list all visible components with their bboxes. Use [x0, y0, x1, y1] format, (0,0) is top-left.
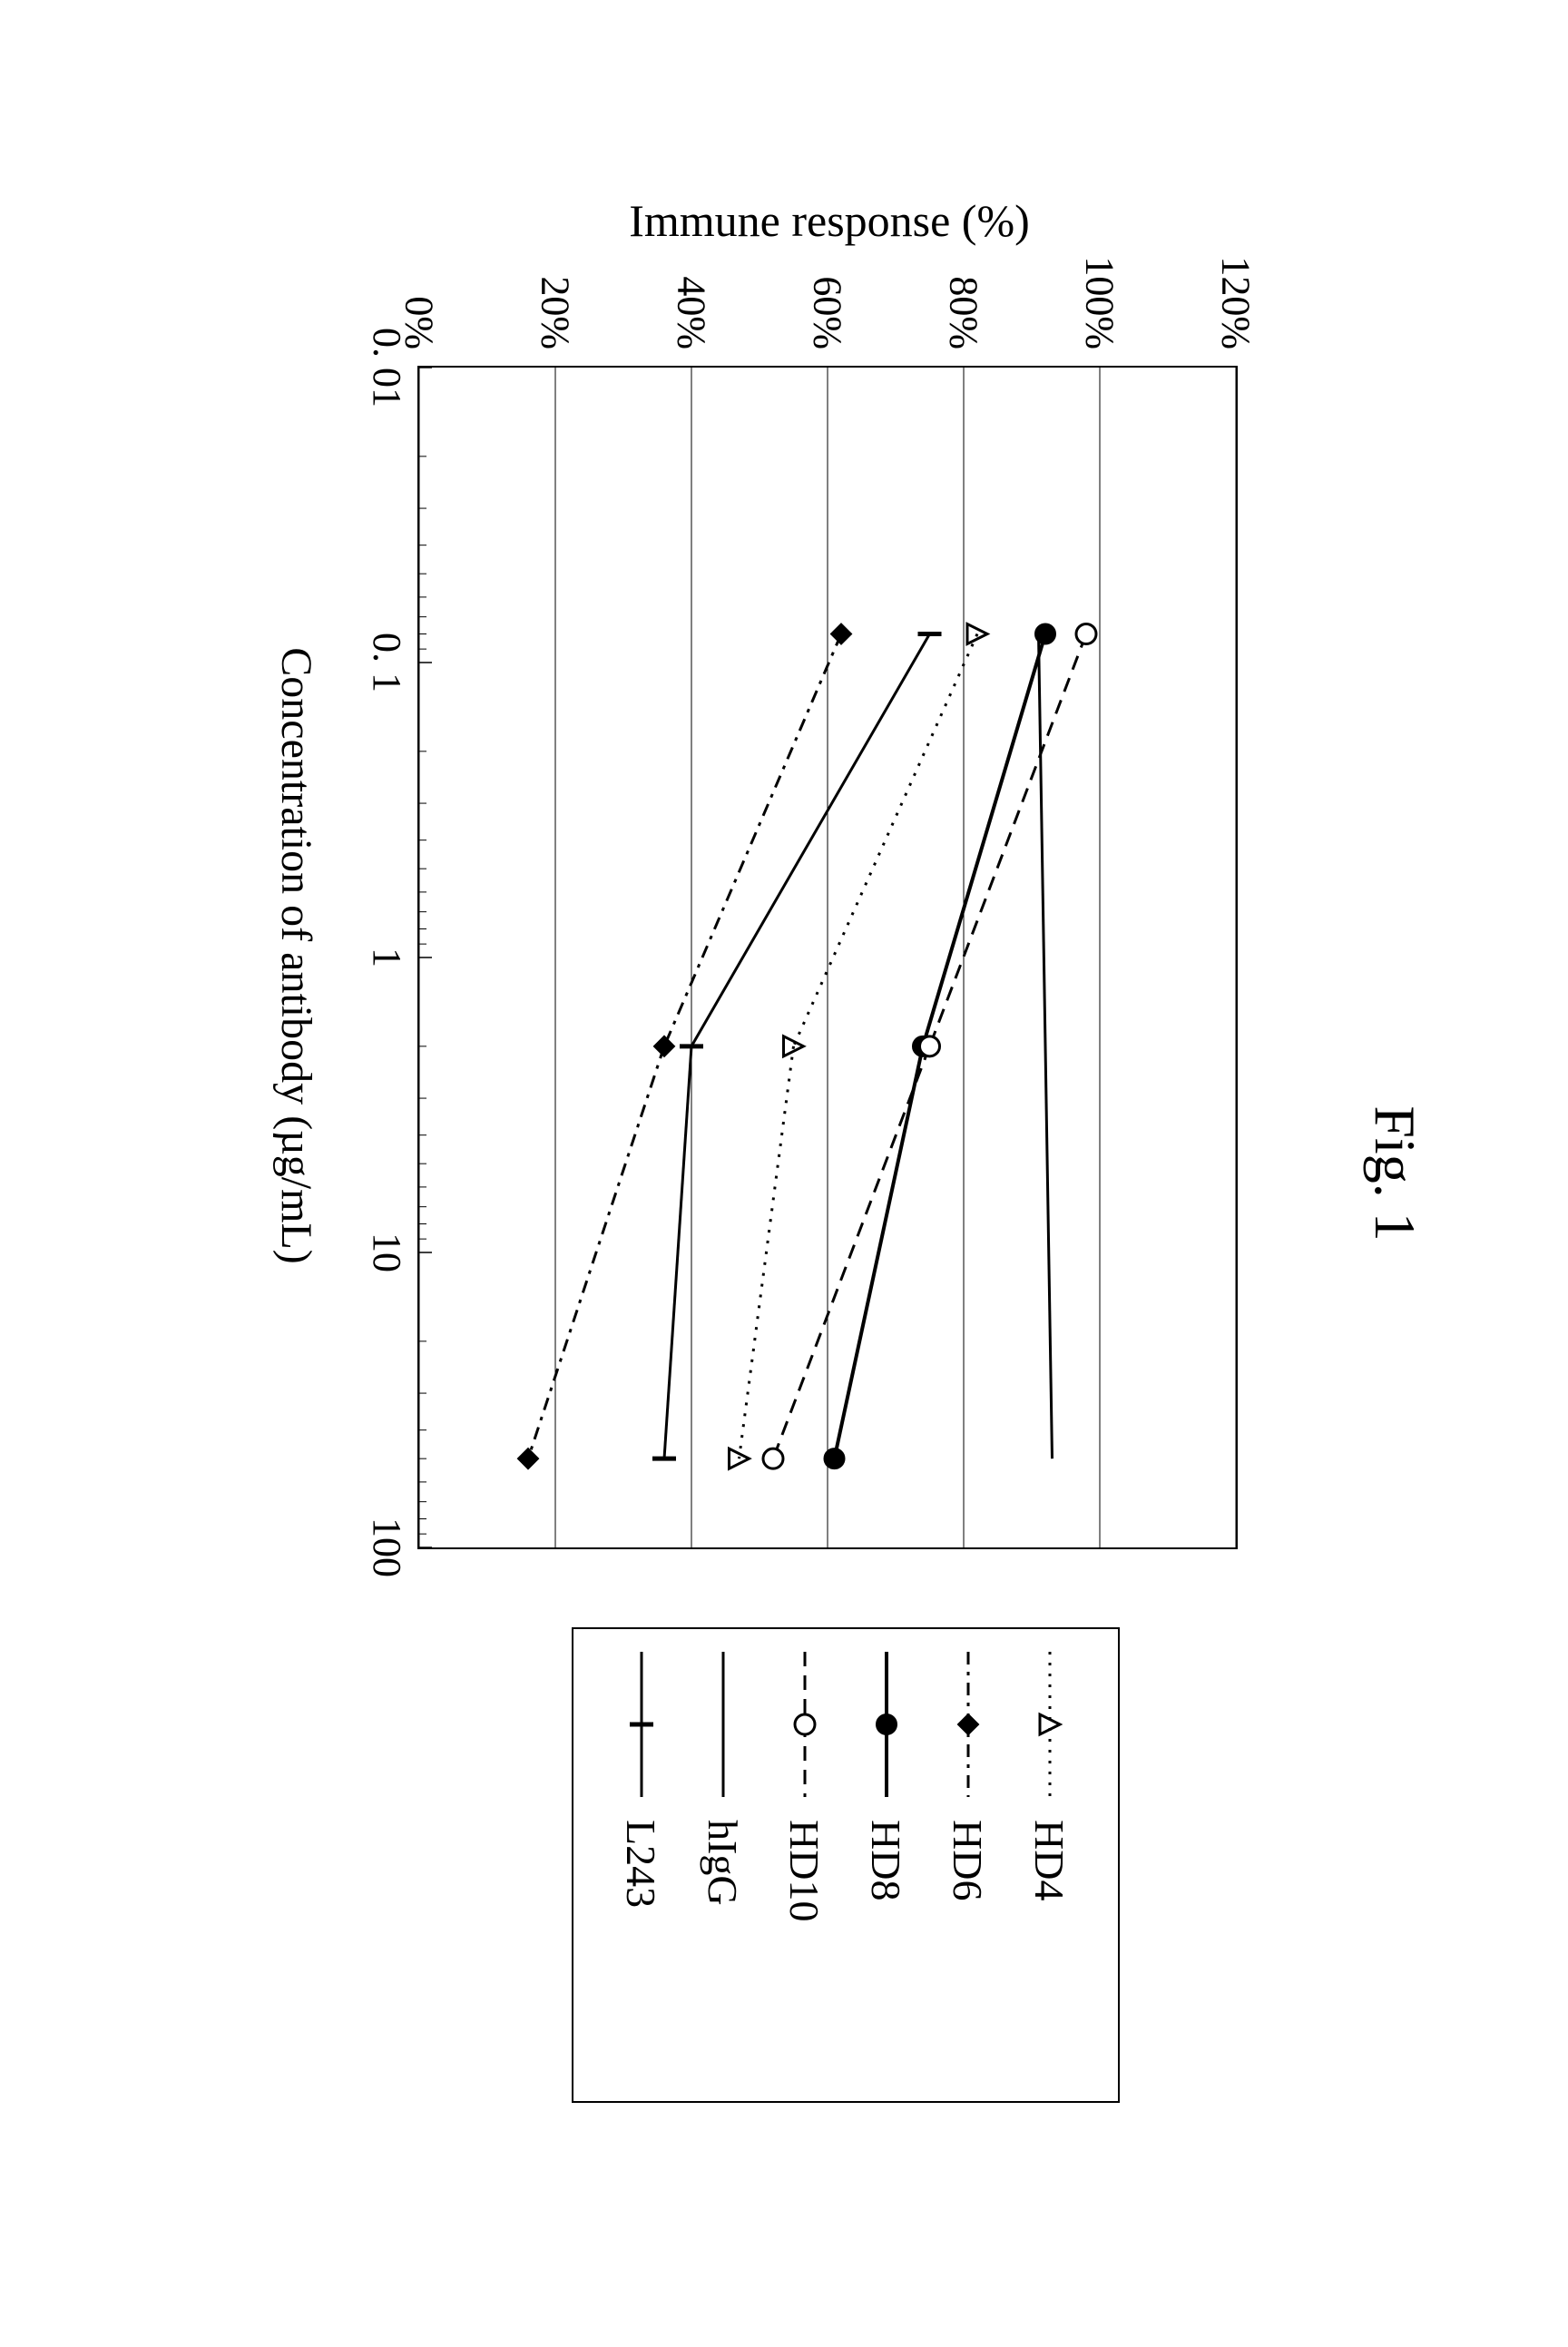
x-axis-title: Concentration of antibody (µg/mL): [271, 647, 321, 1264]
y-axis-title: Immune response (%): [629, 194, 1030, 247]
legend-label: HD8: [863, 1820, 911, 1900]
page: Fig. 1 Immune response (%) 0%20%40%60%80…: [0, 0, 1568, 2347]
legend-swatch: [614, 1647, 669, 1802]
legend-label: HD6: [945, 1820, 993, 1900]
x-tick-label: 1: [364, 948, 410, 967]
legend-swatch: [941, 1647, 995, 1802]
legend-swatch: [1023, 1647, 1077, 1802]
legend-item-hIgG: hIgG: [682, 1647, 764, 2083]
y-tick-label: 80%: [941, 276, 987, 349]
legend-swatch: [778, 1647, 832, 1802]
legend-label: L243: [618, 1820, 666, 1908]
legend-label: hIgG: [700, 1820, 748, 1906]
chart-svg: [419, 368, 1236, 1547]
x-tick-label: 10: [364, 1232, 410, 1272]
x-tick-label: 0. 01: [364, 328, 410, 408]
legend: HD4 HD6 HD8 HD10 hIgG L243: [572, 1627, 1120, 2103]
x-tick-label: 100: [364, 1517, 410, 1577]
legend-item-HD6: HD6: [927, 1647, 1009, 2083]
figure-title: Fig. 1: [1361, 130, 1428, 2217]
y-tick-label: 20%: [533, 276, 579, 349]
y-tick-label: 40%: [669, 276, 715, 349]
chart-plot-area: 0%20%40%60%80%100%120% 0. 010. 1110100: [417, 366, 1238, 1549]
series-hIgG: [1039, 634, 1053, 1459]
rotated-container: Fig. 1 Immune response (%) 0%20%40%60%80…: [103, 130, 1465, 2217]
y-tick-label: 60%: [805, 276, 851, 349]
legend-label: HD10: [781, 1820, 829, 1921]
legend-swatch: [859, 1647, 914, 1802]
legend-item-HD4: HD4: [1009, 1647, 1091, 2083]
legend-item-HD8: HD8: [846, 1647, 927, 2083]
legend-item-HD10: HD10: [764, 1647, 846, 2083]
x-tick-label: 0. 1: [364, 633, 410, 692]
legend-label: HD4: [1026, 1820, 1074, 1900]
y-tick-label: 100%: [1077, 256, 1123, 349]
series-L243: [652, 634, 942, 1459]
legend-swatch: [696, 1647, 750, 1802]
y-tick-label: 120%: [1213, 256, 1259, 349]
legend-item-L243: L243: [601, 1647, 682, 2083]
